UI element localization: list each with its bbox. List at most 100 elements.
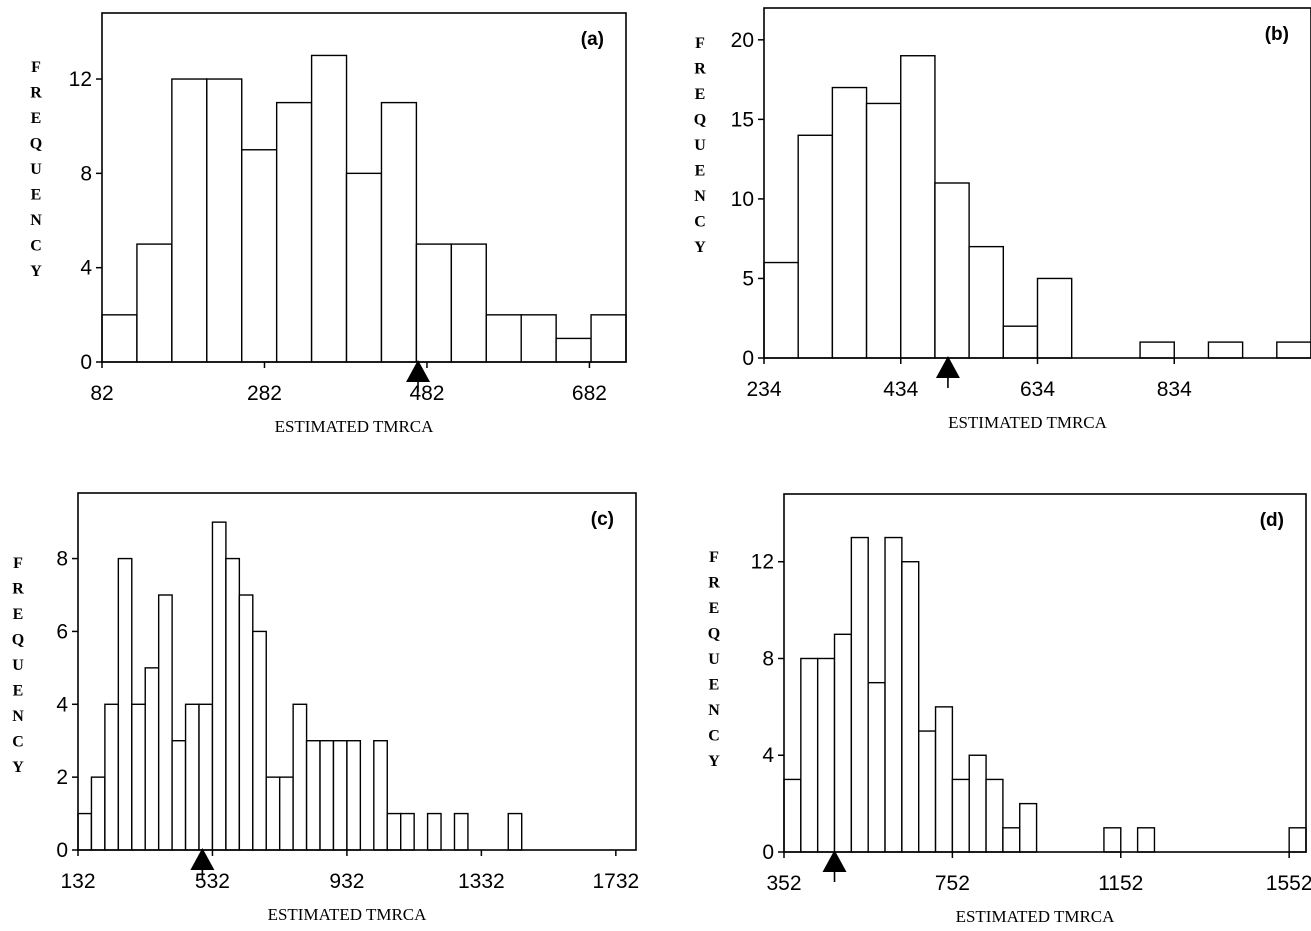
x-tick-label: 1552 (1266, 872, 1311, 895)
histogram-bar (332, 740, 348, 851)
histogram-bar (198, 703, 214, 851)
y-axis-title-letter: E (695, 86, 706, 103)
y-tick-label: 0 (80, 351, 92, 374)
histogram-bar (985, 778, 1004, 853)
y-axis-title-letter: E (695, 163, 706, 180)
histogram-bar (136, 243, 173, 363)
histogram-bar (797, 134, 834, 359)
histogram-bar (968, 245, 1005, 359)
histogram-bar (831, 86, 868, 359)
y-axis-title-letter: F (31, 59, 41, 76)
panel-label: (d) (1260, 510, 1284, 531)
y-tick-label: 2 (56, 766, 68, 789)
y-tick-label: 4 (762, 744, 774, 767)
histogram-bar (918, 730, 937, 853)
histogram-bar (252, 630, 267, 851)
y-axis-title-letter: F (709, 549, 719, 566)
histogram-bar (345, 172, 383, 363)
histogram-bar (104, 703, 120, 851)
histogram-bar (968, 754, 987, 853)
histogram-bar (206, 78, 243, 363)
x-tick-label: 482 (409, 382, 444, 405)
y-axis-title-letter: E (31, 187, 42, 204)
histogram-bar (867, 681, 886, 853)
histogram-bar (951, 778, 970, 853)
y-axis-title-letter: U (694, 137, 706, 154)
y-axis-title-letter: E (709, 600, 720, 617)
histogram-bar (590, 314, 627, 363)
histogram-bar (1103, 827, 1122, 853)
histogram-bar (1207, 341, 1244, 359)
y-axis-title-letter: C (30, 238, 42, 255)
y-tick-label: 8 (56, 548, 68, 571)
y-axis-title-letter: R (708, 575, 720, 592)
x-tick-label: 834 (1157, 378, 1192, 401)
histogram-bar (1139, 341, 1175, 359)
histogram-bar (131, 703, 146, 851)
histogram-bar (117, 557, 133, 851)
histogram-bar (555, 337, 592, 363)
histogram-bar (1288, 827, 1307, 853)
y-axis-title-letter: N (694, 188, 706, 205)
histogram-bar (238, 594, 254, 851)
histogram-bar (380, 101, 418, 363)
y-tick-label: 12 (69, 68, 92, 91)
y-axis-title-letter: U (30, 161, 42, 178)
y-axis-title-letter: R (12, 581, 24, 598)
y-tick-label: 8 (762, 647, 774, 670)
histogram-bar (305, 740, 321, 851)
histogram-bar (184, 703, 200, 851)
y-tick-label: 4 (56, 693, 68, 716)
histogram-bar (816, 657, 836, 853)
y-tick-label: 20 (731, 29, 754, 52)
histogram-bar (346, 740, 362, 851)
histogram-bar (101, 314, 138, 363)
histogram-bar (1276, 341, 1311, 359)
y-axis-title-letter: Y (12, 759, 24, 776)
plot-frame (783, 493, 1307, 853)
histogram-bar (850, 536, 869, 853)
x-axis-title: ESTIMATED TMRCA (268, 905, 428, 924)
histogram-bar (171, 740, 187, 851)
histogram-bar (426, 812, 442, 851)
y-axis-title-letter: Q (30, 136, 42, 153)
x-tick-label: 682 (572, 382, 607, 405)
y-tick-label: 8 (80, 162, 92, 185)
histogram-bar (507, 812, 523, 851)
histogram-bar (278, 776, 294, 851)
histogram-bar (1019, 802, 1038, 853)
histogram-bar (310, 54, 348, 363)
histogram-bar (144, 667, 160, 851)
histogram-bar (90, 776, 106, 851)
marker-arrow (822, 850, 847, 872)
y-tick-label: 0 (742, 347, 754, 370)
histogram-bar (77, 812, 93, 851)
histogram-bar (1002, 827, 1021, 853)
histogram-bar (485, 314, 522, 363)
y-axis-title-letter: E (13, 606, 24, 623)
x-tick-label: 234 (746, 378, 781, 401)
y-axis-title-letter: Q (12, 632, 24, 649)
x-axis-title: ESTIMATED TMRCA (956, 907, 1116, 926)
histogram-bar (319, 740, 335, 851)
x-tick-label: 132 (60, 870, 95, 893)
histogram-bar (865, 102, 902, 359)
y-axis-title-letter: N (30, 212, 42, 229)
y-axis-title-letter: R (30, 85, 42, 102)
y-axis-title-letter: F (695, 35, 705, 52)
y-axis-title-letter: C (694, 214, 706, 231)
histogram-bar (453, 812, 469, 851)
histogram-bar (934, 182, 970, 359)
x-tick-label: 932 (329, 870, 364, 893)
x-tick-label: 1332 (458, 870, 505, 893)
marker-arrow (406, 360, 431, 382)
y-tick-label: 0 (56, 839, 68, 862)
histogram-bar (171, 78, 208, 363)
y-axis-title-letter: Y (694, 239, 706, 256)
histogram-bar (900, 55, 936, 359)
x-tick-label: 352 (766, 872, 801, 895)
y-axis-title-letter: N (708, 702, 720, 719)
histogram-bar (901, 561, 920, 853)
y-axis-title-letter: E (31, 110, 42, 127)
